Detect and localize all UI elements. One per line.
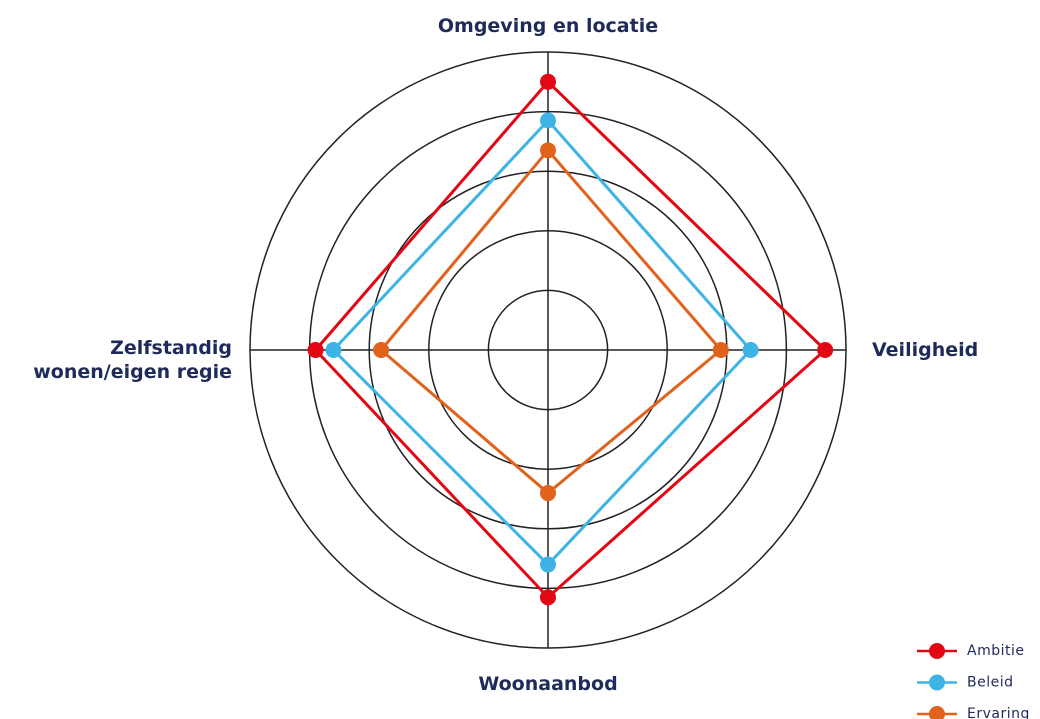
axis-label: Omgeving en locatie [437, 15, 659, 37]
point [540, 556, 556, 573]
point [540, 112, 556, 129]
series-line [313, 79, 828, 600]
axis-label: Woonaanbod [478, 673, 618, 695]
point [325, 342, 342, 358]
legend-label: Beleid [967, 675, 1014, 691]
point [817, 342, 834, 358]
point [307, 342, 324, 358]
legend-label: Ervaring [967, 706, 1030, 719]
point [540, 589, 556, 606]
point [712, 342, 729, 358]
legend-label: Ambitie [967, 643, 1024, 659]
legend-marker [929, 674, 945, 691]
point [373, 342, 390, 358]
point [742, 342, 759, 358]
point [540, 73, 556, 90]
legend-marker [929, 643, 945, 659]
point [540, 142, 556, 159]
point [540, 485, 556, 502]
axis-label: Veiligheid [872, 339, 979, 361]
axis-label: Zelfstandig wonen/eigen regie [33, 337, 232, 383]
legend-marker [929, 706, 945, 719]
